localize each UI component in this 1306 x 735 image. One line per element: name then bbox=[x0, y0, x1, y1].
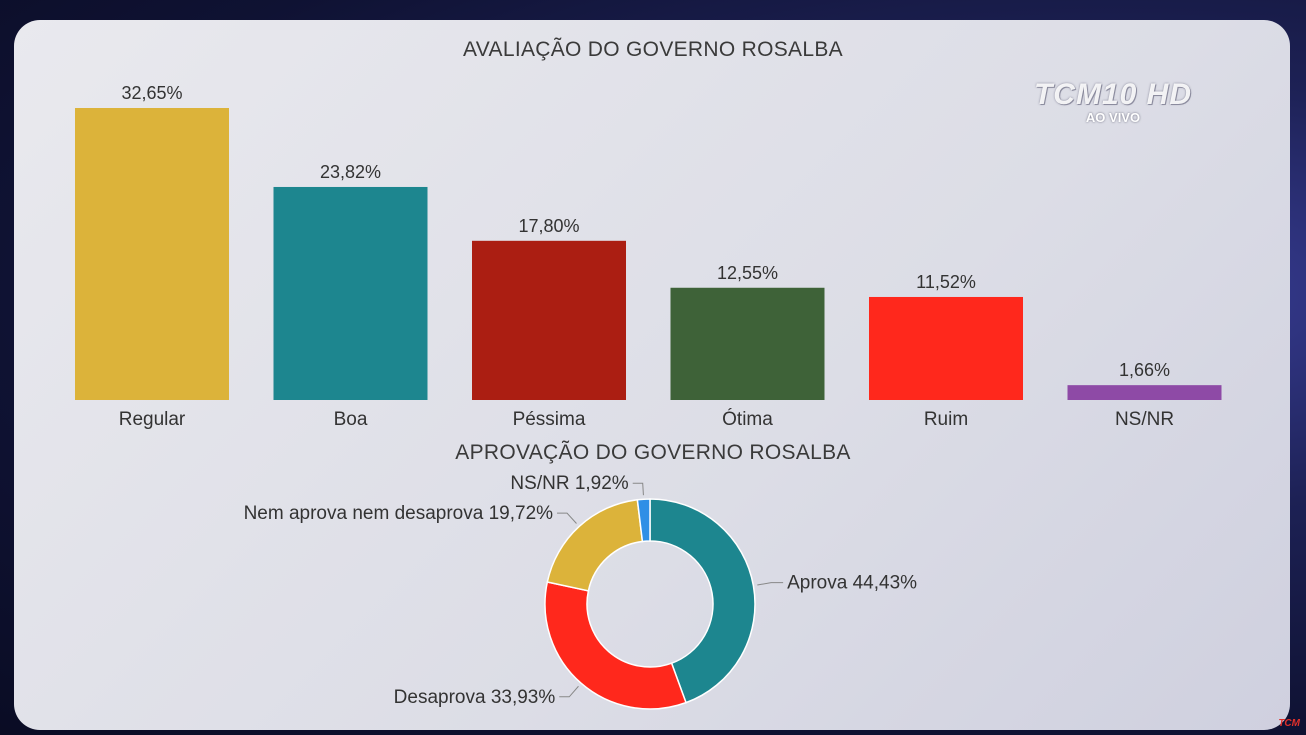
bar-category-label-5: Ruim bbox=[924, 409, 968, 430]
bar-category-label-3: Péssima bbox=[513, 409, 586, 430]
bar-value-label-2: 23,82% bbox=[320, 162, 381, 182]
donut-slice-4 bbox=[636, 498, 651, 543]
bar-category-label-2: Boa bbox=[334, 409, 368, 430]
bar-category-label-6: NS/NR bbox=[1115, 409, 1174, 430]
bar-4 bbox=[670, 287, 825, 400]
donut-slice-1 bbox=[649, 498, 756, 704]
bar-category-label-4: Ótima bbox=[722, 408, 773, 430]
channel-logo-text: TCM10 HD bbox=[1033, 78, 1192, 111]
donut-label-1: Aprova 44,43% bbox=[787, 573, 917, 594]
bar-value-label-5: 11,52% bbox=[916, 272, 976, 292]
bar-5 bbox=[869, 296, 1023, 400]
bar-2 bbox=[273, 186, 428, 400]
donut-label-3: Nem aprova nem desaprova 19,72% bbox=[244, 503, 554, 524]
donut-label-2: Desaprova 33,93% bbox=[394, 687, 556, 708]
bar-1 bbox=[75, 108, 229, 400]
bar-chart-title: AVALIAÇÃO DO GOVERNO ROSALBA bbox=[463, 38, 843, 61]
corner-mark: TCM bbox=[1278, 718, 1300, 729]
donut-leader-3 bbox=[557, 512, 577, 524]
donut-chart-title: APROVAÇÃO DO GOVERNO ROSALBA bbox=[455, 441, 851, 464]
live-label: AO VIVO bbox=[1085, 110, 1141, 125]
donut-slice-2 bbox=[544, 581, 687, 710]
bar-value-label-6: 1,66% bbox=[1119, 360, 1170, 380]
bar-chart: 32,65% Regular 23,82% Boa 17,80% Péssima 12,55… bbox=[75, 83, 1222, 430]
bar-value-label-4: 12,55% bbox=[717, 263, 778, 283]
donut-leader-1 bbox=[757, 582, 784, 586]
bar-6 bbox=[1067, 385, 1222, 400]
donut-leader-2 bbox=[559, 685, 579, 698]
donut-leader-4 bbox=[632, 482, 644, 496]
bar-value-label-3: 17,80% bbox=[518, 216, 579, 236]
bar-3 bbox=[472, 240, 626, 400]
bar-value-label-1: 32,65% bbox=[121, 83, 182, 103]
channel-logo: TCM10 HD AO VIVO bbox=[1026, 78, 1200, 125]
donut-label-4: NS/NR 1,92% bbox=[510, 473, 628, 494]
bar-category-label-1: Regular bbox=[119, 409, 186, 430]
